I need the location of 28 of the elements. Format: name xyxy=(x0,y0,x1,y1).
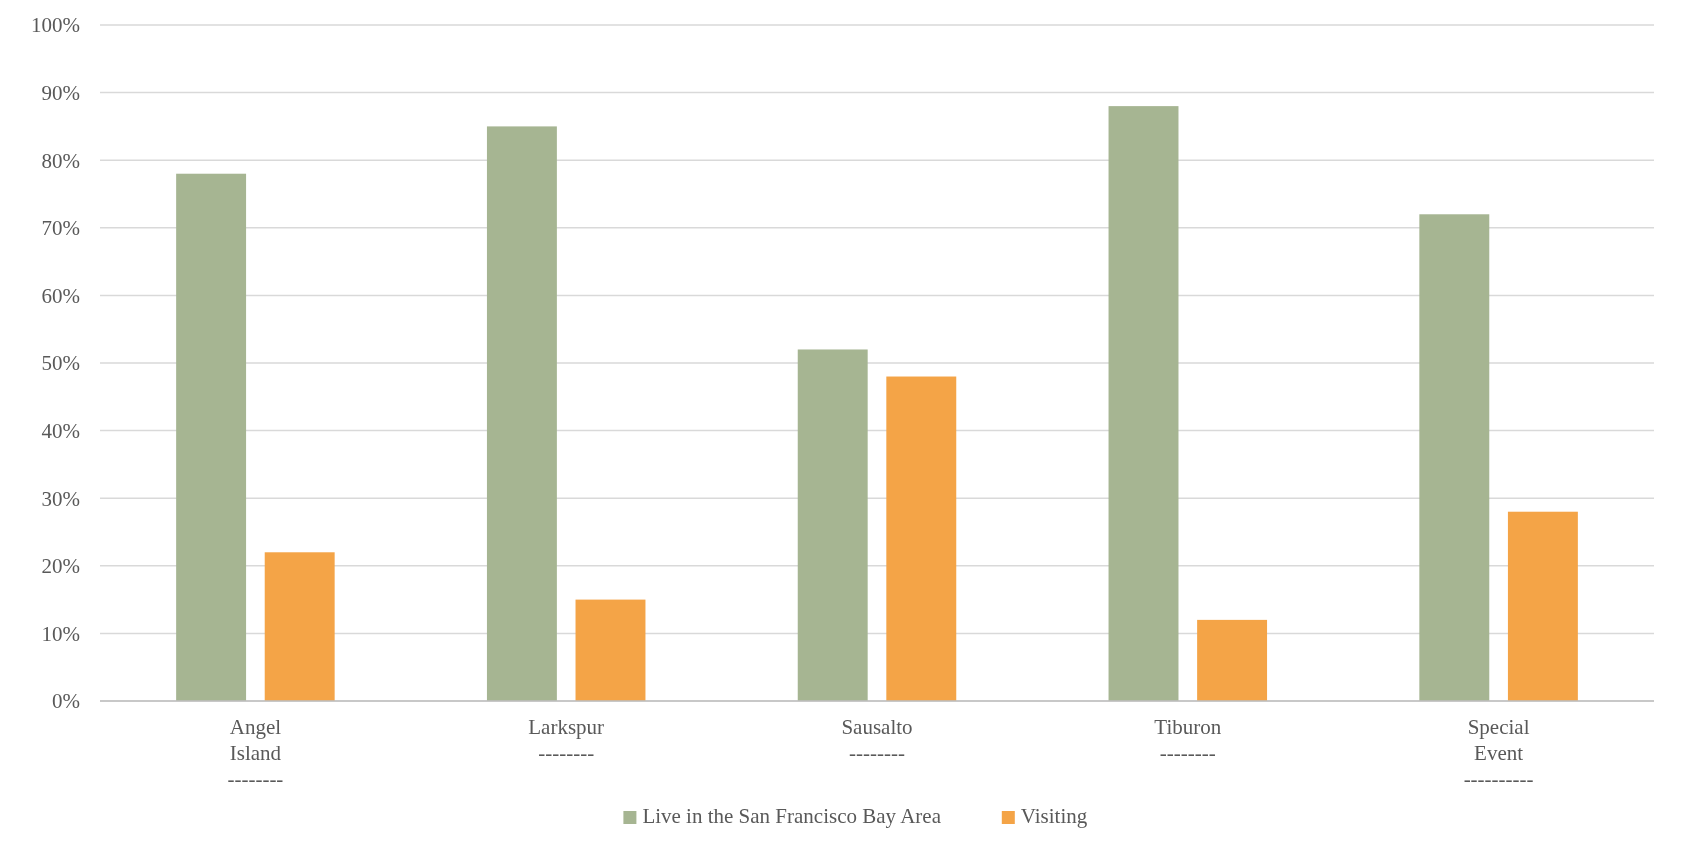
bar xyxy=(797,349,868,701)
bar xyxy=(1197,619,1268,701)
x-tick-label: Sausalto -------- xyxy=(841,715,913,765)
bar xyxy=(264,552,335,701)
y-tick-label: 30% xyxy=(41,486,80,511)
y-tick-label: 100% xyxy=(31,13,80,38)
bar xyxy=(176,173,247,701)
bar xyxy=(486,126,557,701)
bar xyxy=(1419,214,1490,701)
legend-label: Visiting xyxy=(1020,804,1088,828)
bar xyxy=(886,376,957,701)
y-tick-label: 0% xyxy=(52,689,80,714)
y-tick-label: 90% xyxy=(41,80,80,105)
x-tick-label: Angel Island -------- xyxy=(227,715,284,791)
y-tick-label: 50% xyxy=(41,351,80,376)
y-tick-label: 70% xyxy=(41,216,80,241)
y-tick-label: 40% xyxy=(41,418,80,443)
y-tick-label: 20% xyxy=(41,554,80,579)
bar xyxy=(1507,511,1578,701)
bar xyxy=(575,599,646,701)
legend-label: Live in the San Francisco Bay Area xyxy=(642,804,942,828)
x-tick-label: Tiburon -------- xyxy=(1154,715,1222,765)
x-tick-label: Special Event ---------- xyxy=(1463,715,1534,791)
y-tick-label: 80% xyxy=(41,148,80,173)
bar xyxy=(1108,106,1179,701)
y-tick-label: 10% xyxy=(41,621,80,646)
x-tick-label: Larkspur -------- xyxy=(528,715,605,765)
y-tick-label: 60% xyxy=(41,283,80,308)
